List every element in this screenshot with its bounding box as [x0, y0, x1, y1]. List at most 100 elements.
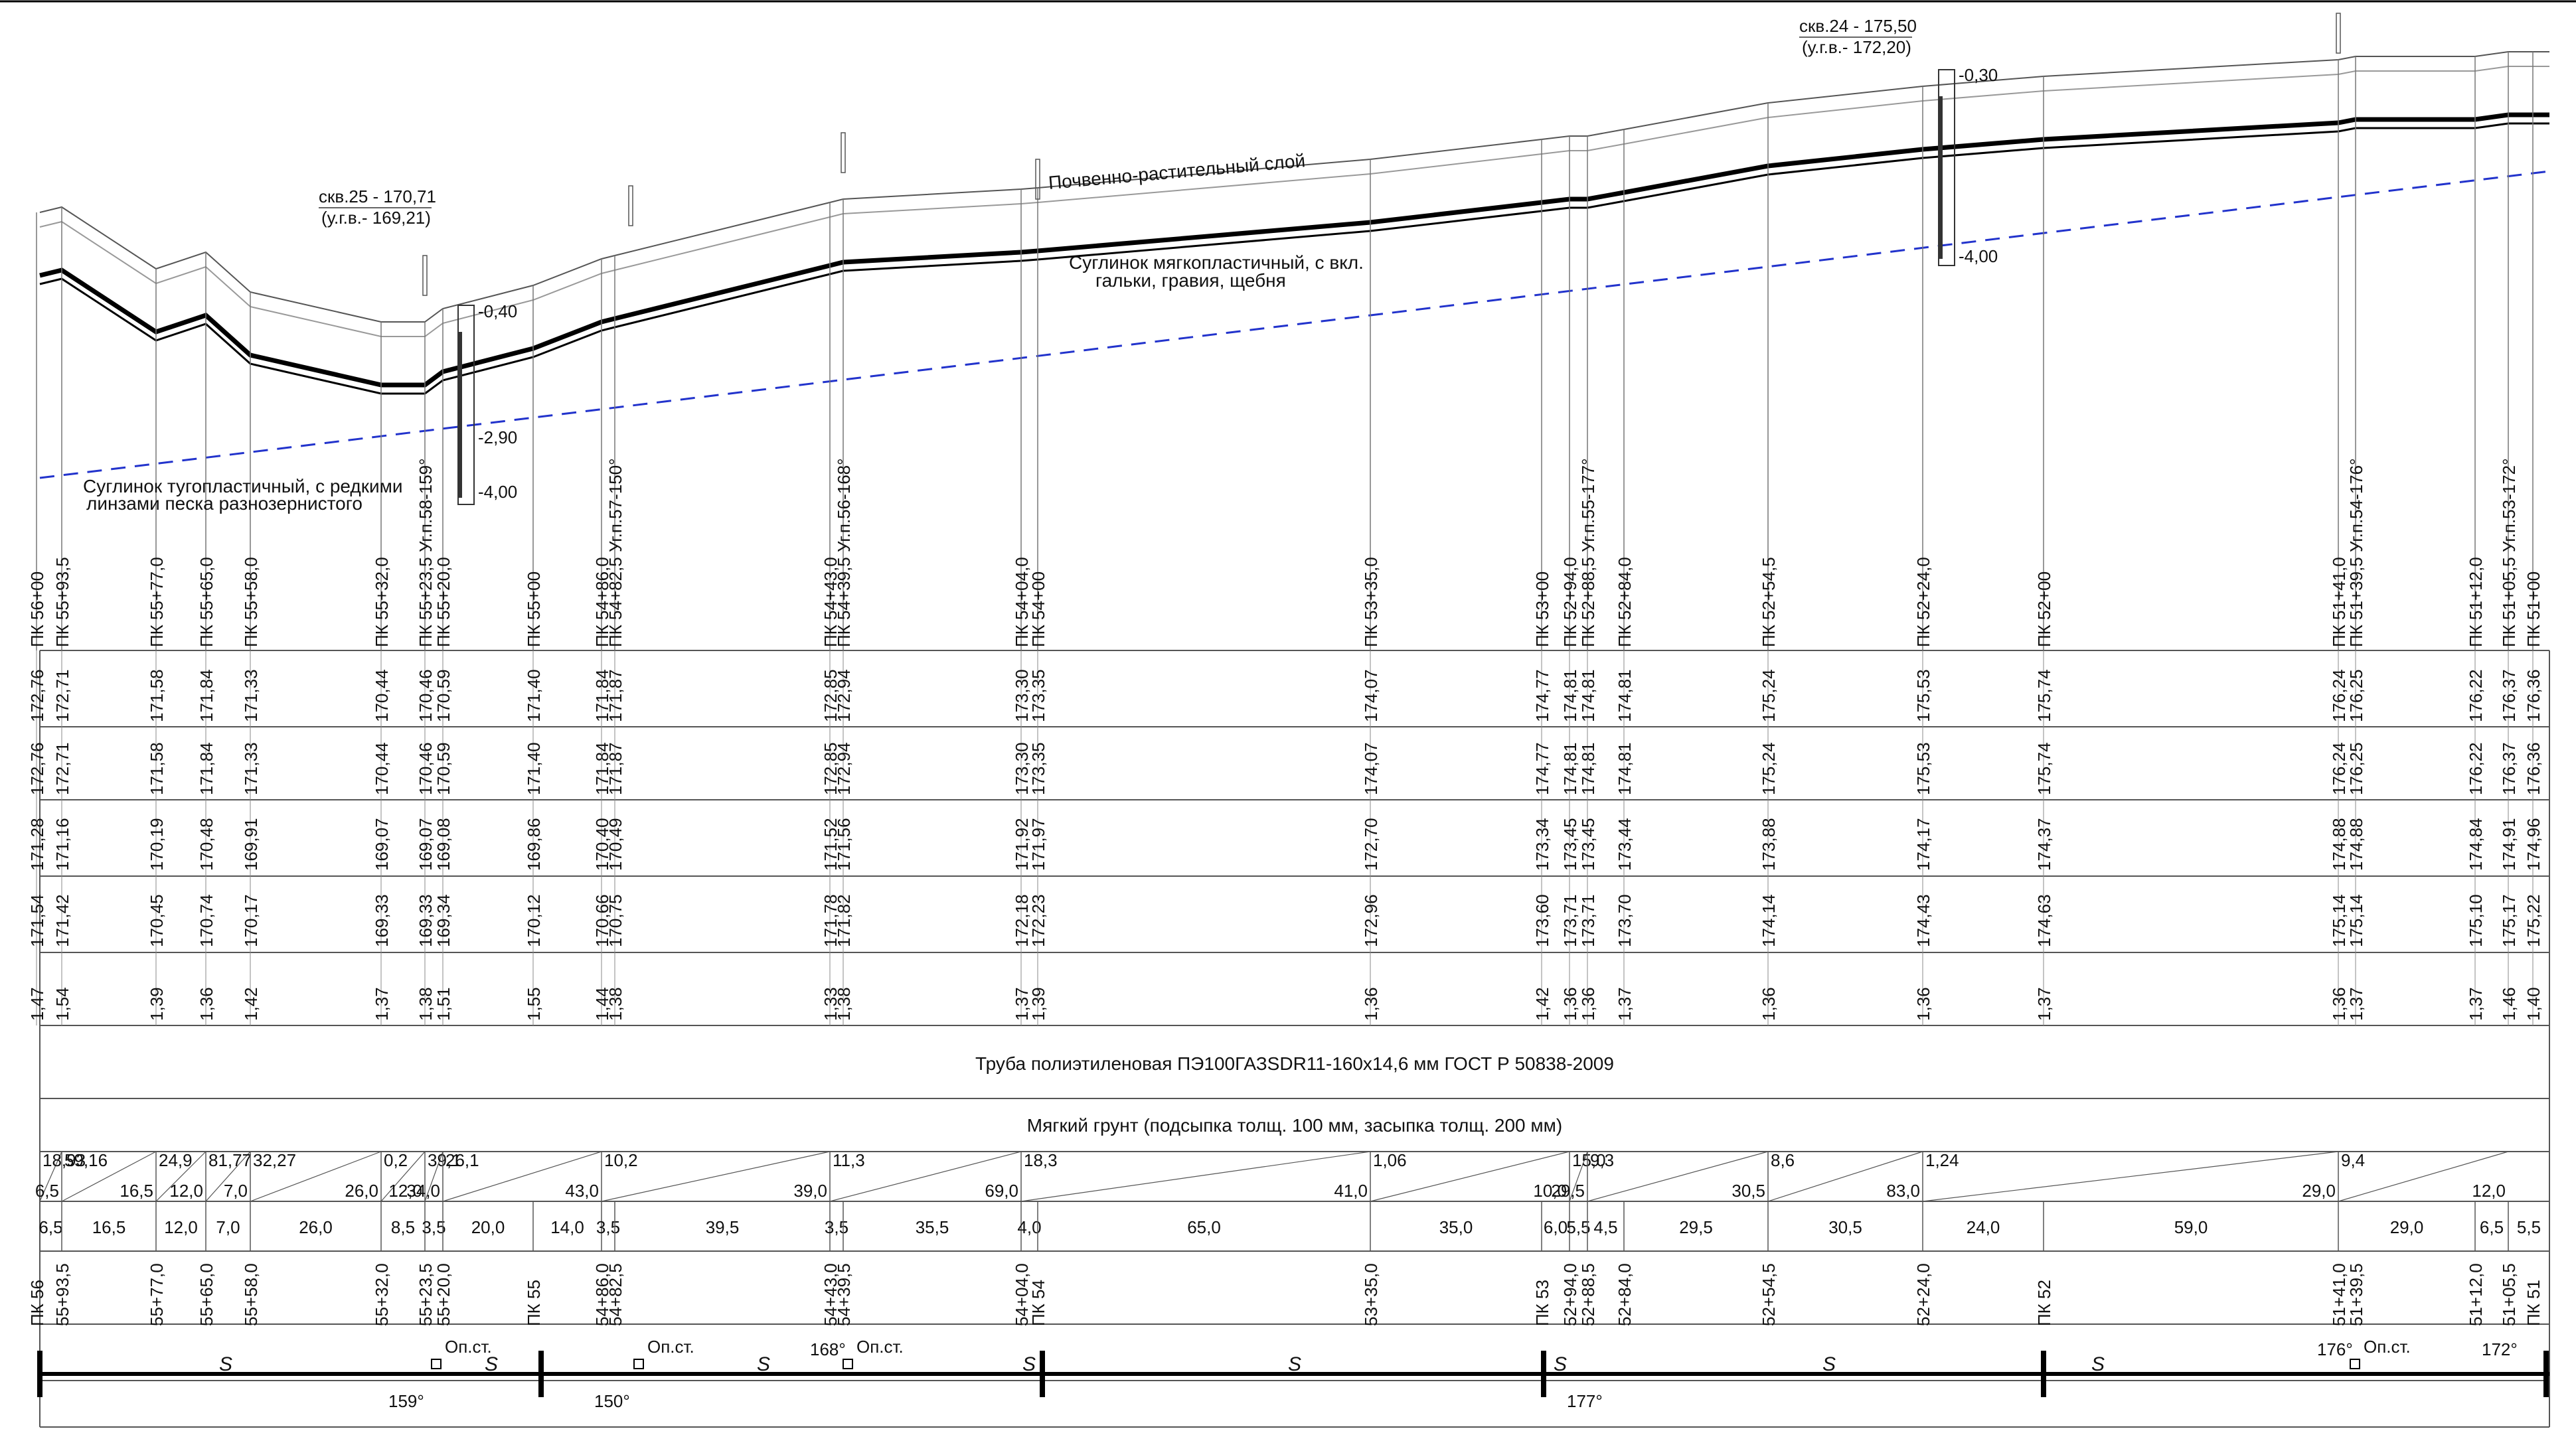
distance-value: 39,5 — [706, 1217, 740, 1237]
pipe-depth: 1,54 — [52, 987, 72, 1021]
bedding-elevation: 171,82 — [834, 894, 854, 947]
borehole-groundwater-level: (у.г.в.- 169,21) — [321, 208, 431, 228]
groundwater-line — [39, 170, 2550, 479]
support-marker — [843, 1359, 853, 1369]
picket-station: 54+86,0 — [592, 1263, 612, 1326]
slope-value: 15,0 — [1572, 1150, 1606, 1170]
turn-angle: 172° — [2482, 1339, 2518, 1359]
support-marker — [633, 1359, 644, 1369]
pipe-elevation: 174,37 — [2034, 818, 2054, 871]
pipe-elevation: 169,91 — [241, 818, 261, 871]
turn-angle: 168° — [810, 1339, 846, 1359]
support-marker — [431, 1359, 442, 1369]
slope-length: 69,0 — [985, 1181, 1018, 1201]
bedding-elevation: 170,12 — [524, 894, 544, 947]
ground-elevation-actual: 176,36 — [2524, 742, 2543, 795]
bedding-elevation: 170,45 — [147, 894, 167, 947]
picket-station: ПК 52 — [2034, 1280, 2054, 1326]
ground-spec-text: Мягкий грунт (подсыпка толщ. 100 мм, зас… — [1027, 1115, 1562, 1136]
slope-length: 12,0 — [2472, 1181, 2506, 1201]
slope-diagonal — [380, 1151, 426, 1202]
soil-labels: Почвенно-растительный слой Суглинок мягко… — [83, 150, 1364, 514]
picket-name: ПК 55+65,0 — [197, 557, 216, 647]
marker-post — [422, 255, 428, 296]
picket-station: 54+82,5 — [605, 1263, 625, 1326]
marker-post — [1035, 159, 1040, 200]
picket-name: ПК 52+24,0 — [1913, 557, 1933, 647]
picket-station: 52+84,0 — [1615, 1263, 1635, 1326]
slope-value: 9,4 — [2341, 1150, 2365, 1170]
bedding-elevation: 175,10 — [2466, 894, 2486, 947]
picket-name: ПК 52+88,5 Уг.п.55-177° — [1578, 458, 1598, 647]
pipe-depth: 1,37 — [2034, 987, 2054, 1021]
picket-name: ПК 54+86,0 — [592, 557, 612, 647]
pipe-elevation: 170,19 — [147, 818, 167, 871]
picket-name: ПК 54+04,0 — [1012, 557, 1032, 647]
ground-elevation-actual: 170,59 — [434, 742, 453, 795]
ground-elevation-actual: 171,87 — [605, 742, 625, 795]
pipe-depth: 1,39 — [1028, 987, 1048, 1021]
distance-value: 3,5 — [825, 1217, 848, 1237]
ground-elevation-design: 174,07 — [1361, 669, 1381, 722]
distance-value: 30,5 — [1828, 1217, 1862, 1237]
slope-length: 16,5 — [120, 1181, 153, 1201]
slope-diagonal — [1767, 1151, 1923, 1202]
pipe-depth: 1,33 — [821, 987, 841, 1021]
sag-mark: S — [485, 1353, 498, 1375]
ground-elevation-actual: 171,84 — [592, 742, 612, 795]
slope-length: 29,0 — [2302, 1181, 2336, 1201]
soft-loam-label-line2: гальки, гравия, щебня — [1095, 270, 1286, 291]
support-label: Оп.ст. — [2364, 1337, 2411, 1357]
slope-value: 10,2 — [604, 1150, 638, 1170]
pipe-elevation: 173,45 — [1578, 818, 1598, 871]
distance-value: 3,5 — [422, 1217, 445, 1237]
distance-value: 4,5 — [1593, 1217, 1617, 1237]
bedding-elevation: 173,71 — [1578, 894, 1598, 947]
pipe-elevation: 174,84 — [2466, 818, 2486, 871]
sag-mark: S — [2091, 1353, 2105, 1375]
distance-value: 26,0 — [299, 1217, 333, 1237]
pipe-elevation: 174,88 — [2346, 818, 2366, 871]
distance-value: 14,0 — [550, 1217, 584, 1237]
slope-diagonal — [1569, 1151, 1588, 1202]
picket-name: ПК 52+54,5 — [1759, 557, 1779, 647]
support-label: Оп.ст. — [445, 1337, 492, 1357]
picket-station: 52+24,0 — [1913, 1263, 1933, 1326]
picket-name: ПК 52+84,0 — [1615, 557, 1635, 647]
slope-value: 59,16 — [64, 1150, 108, 1170]
pipe-elevation: 173,45 — [1560, 818, 1580, 871]
pipe-depth: 1,55 — [524, 987, 544, 1021]
picket-station: ПК 56 — [27, 1280, 47, 1326]
picket-station: ПК 54 — [1028, 1280, 1048, 1326]
turn-angle: 150° — [594, 1391, 630, 1411]
ground-elevation-design: 176,36 — [2524, 669, 2543, 722]
ground-elevation-actual: 171,40 — [524, 742, 544, 795]
marker-post — [2336, 13, 2341, 54]
slope-value: 8,6 — [1771, 1150, 1795, 1170]
pipe-depth: 1,38 — [605, 987, 625, 1021]
ground-elevation-design: 171,58 — [147, 669, 167, 722]
slope-value: 9,3 — [1590, 1150, 1614, 1170]
ground-elevation-actual: 172,94 — [834, 742, 854, 795]
slope-length: 39,0 — [793, 1181, 827, 1201]
slope-value: 1,06 — [1373, 1150, 1407, 1170]
bedding-elevation: 175,22 — [2524, 894, 2543, 947]
ground-elevation-actual: 174,07 — [1361, 742, 1381, 795]
pipe-elevation: 173,34 — [1532, 818, 1552, 871]
picket-name: ПК 51+41,0 — [2329, 557, 2349, 647]
bedding-elevation: 169,33 — [372, 894, 392, 947]
borehole-depth: -4,00 — [478, 482, 517, 502]
profile-data-table: ПК 56+00 172,76 172,76 171,28 171,54 1,47 ПК 5… — [27, 458, 2550, 1428]
slope-length: 7,0 — [224, 1181, 248, 1201]
pipe-elevation: 170,49 — [605, 818, 625, 871]
ground-elevation-actual: 174,77 — [1532, 742, 1552, 795]
picket-station: 55+93,5 — [52, 1263, 72, 1326]
slope-diagonal — [1922, 1151, 2339, 1202]
slope-diagonal — [61, 1151, 157, 1202]
pipe-elevation: 171,28 — [27, 818, 47, 871]
pipe-elevation: 169,07 — [372, 818, 392, 871]
picket-name: ПК 55+00 — [524, 571, 544, 647]
distance-value: 5,5 — [1566, 1217, 1590, 1237]
bedding-elevation: 173,70 — [1615, 894, 1635, 947]
pipe-depth: 1,39 — [147, 987, 167, 1021]
